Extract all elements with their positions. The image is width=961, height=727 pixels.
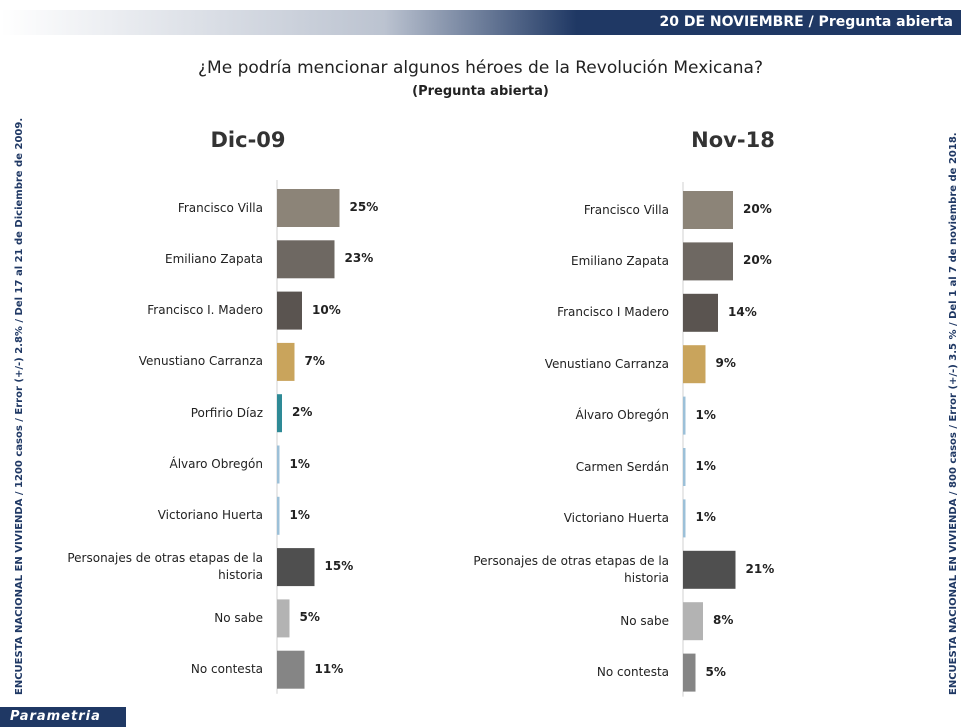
category-label: Francisco I. Madero <box>147 303 263 318</box>
category-label: No contesta <box>596 665 669 680</box>
category-label: Francisco Villa <box>583 202 669 217</box>
bar <box>683 345 706 384</box>
category-label: Francisco I Madero <box>557 305 669 320</box>
value-label: 5% <box>705 664 726 679</box>
survey-note: ENCUESTA NACIONAL EN VIVIENDA / 1200 cas… <box>14 117 25 695</box>
category-label: No sabe <box>620 613 669 628</box>
value-label: 23% <box>344 251 374 266</box>
chart-title: Dic-09 <box>210 128 286 152</box>
category-label: Álvaro Obregón <box>169 457 263 471</box>
chart-title: Nov-18 <box>691 128 775 152</box>
value-label: 1% <box>289 507 310 522</box>
value-label: 11% <box>314 661 344 676</box>
value-label: 7% <box>304 353 325 368</box>
value-label: 10% <box>312 302 341 317</box>
category-label: Francisco Villa <box>177 200 263 215</box>
value-label: 2% <box>292 405 313 420</box>
value-label: 1% <box>695 510 716 525</box>
category-label: No sabe <box>214 610 263 625</box>
bar <box>277 189 340 227</box>
logo: Parametria <box>0 707 126 727</box>
value-label: 21% <box>745 561 775 576</box>
value-label: 15% <box>324 559 354 574</box>
bar <box>683 396 686 435</box>
bar <box>277 394 282 433</box>
slide-subtitle: (Pregunta abierta) <box>412 84 549 99</box>
bar <box>683 448 686 486</box>
bar <box>683 293 718 332</box>
bar <box>683 550 736 589</box>
value-label: 1% <box>695 407 716 422</box>
bar <box>683 191 733 229</box>
value-label: 20% <box>743 202 772 216</box>
bar <box>683 499 686 538</box>
bar <box>277 240 335 279</box>
bar <box>683 602 703 641</box>
value-label: 8% <box>713 613 734 628</box>
slide-title: ¿Me podría mencionar algunos héroes de l… <box>198 58 763 78</box>
category-label: Venustiano Carranza <box>138 354 263 369</box>
category-label: No contesta <box>190 662 263 677</box>
bar <box>277 291 302 330</box>
value-label: 9% <box>715 356 736 371</box>
value-label: 25% <box>349 200 379 214</box>
bar <box>683 242 733 281</box>
category-label: Álvaro Obregón <box>575 408 669 423</box>
category-label: Personajes de otras etapas de la histori… <box>67 551 263 583</box>
category-label: Porfirio Díaz <box>190 405 263 420</box>
value-label: 5% <box>299 610 320 625</box>
bar <box>277 599 290 638</box>
category-label: Victoriano Huerta <box>563 510 669 525</box>
category-label: Emiliano Zapata <box>571 253 669 268</box>
bar <box>277 650 305 689</box>
bar <box>277 445 280 484</box>
category-label: Venustiano Carranza <box>544 356 669 371</box>
bar <box>277 548 315 587</box>
banner: 20 DE NOVIEMBRE / Pregunta abierta <box>0 10 961 35</box>
survey-note: ENCUESTA NACIONAL EN VIVIENDA / 800 caso… <box>948 132 959 695</box>
bar <box>277 496 280 535</box>
bar <box>683 653 696 692</box>
value-label: 14% <box>728 304 757 319</box>
category-label: Personajes de otras etapas de la histori… <box>473 553 669 585</box>
value-label: 1% <box>695 459 716 473</box>
value-label: 20% <box>743 253 772 268</box>
category-label: Emiliano Zapata <box>165 251 263 266</box>
category-label: Carmen Serdán <box>575 459 669 474</box>
bar <box>277 342 295 381</box>
value-label: 1% <box>289 456 310 471</box>
category-label: Victoriano Huerta <box>157 508 263 523</box>
